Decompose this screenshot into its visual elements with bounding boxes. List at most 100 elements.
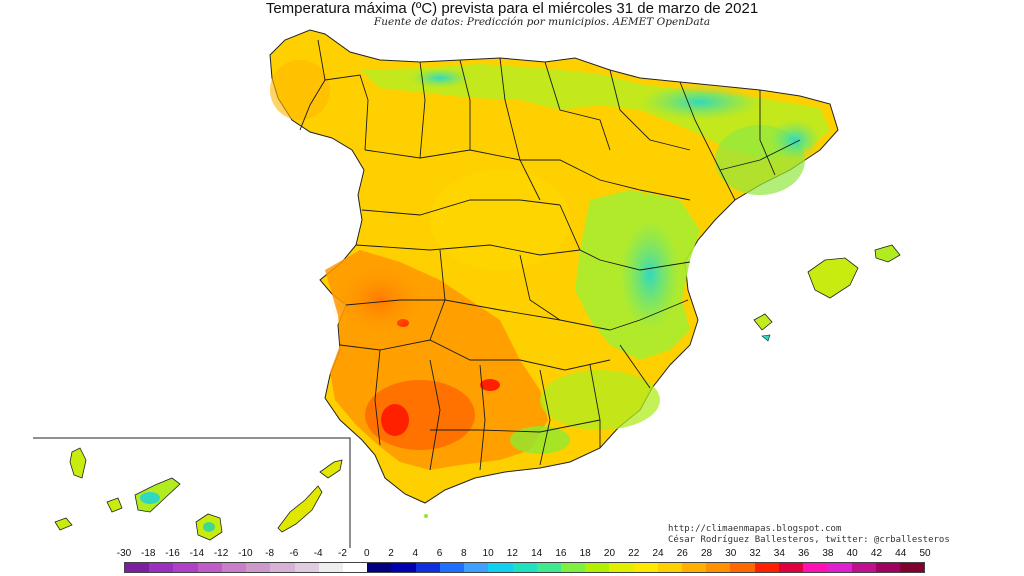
legend-label: 12 [506,548,518,559]
gran-canaria-green [203,522,215,532]
legend-swatch [367,563,392,572]
fuerteventura [277,485,323,533]
ibiza [753,313,773,331]
legend-swatch [439,563,465,572]
hot-spot-sevilla [381,404,409,436]
legend-swatch [900,563,925,572]
central-yellow-zone [430,170,570,270]
credits: http://climaenmapas.blogspot.com César R… [668,524,950,546]
map-title: Temperatura máxima (ºC) prevista para el… [265,0,759,17]
catalonia-cyan-zone [770,120,820,160]
lanzarote [319,459,343,479]
legend-swatch [488,563,513,572]
province-borders [299,39,801,471]
border-line [355,244,581,256]
legend-swatch [318,563,343,572]
balearic-islands [753,244,901,342]
border-line [364,149,521,161]
el-hierro [54,517,73,531]
legend-label: 22 [628,548,640,559]
peninsula [269,29,839,504]
legend-label: 6 [436,548,443,559]
south-east-green-zone [540,370,660,430]
la-palma [69,447,87,479]
legend-swatch [778,563,804,572]
legend-label: 20 [603,548,616,559]
legend-swatch [633,563,658,572]
legend-swatch [851,563,876,572]
legend-swatch [125,563,150,572]
legend-swatch [464,563,489,572]
legend-label: -10 [238,548,253,559]
legend-label: 44 [895,548,907,559]
legend-label: 36 [798,548,810,559]
legend-swatch [682,563,707,572]
legend-label: 10 [482,548,494,559]
legend-swatch [342,563,368,572]
legend-label: -4 [313,548,323,559]
legend-label: -12 [213,548,229,559]
legend-swatch [512,563,537,572]
color-legend: -30 -18 -16 -14 -12 -10 -8 -6 -4 -2 0 2 4 6 8 10 12 14 16 1… [0,548,1024,576]
iberian-cyan-zone [620,220,680,330]
border-line [430,419,601,433]
sierra-nevada-green [510,426,570,454]
credits-url: http://climaenmapas.blogspot.com [668,524,842,534]
legend-swatch [609,563,634,572]
border-line [345,299,611,331]
legend-swatch [391,563,416,572]
legend-swatch [657,563,683,572]
legend-swatch [585,563,610,572]
legend-label: 4 [412,548,419,559]
legend-swatch [706,563,731,572]
legend-bar [124,562,925,573]
legend-swatch [246,563,271,572]
legend-label: -8 [265,548,275,559]
legend-swatch [754,563,779,572]
temperature-map [33,29,901,548]
legend-swatch [875,563,900,572]
border-line [429,359,441,471]
border-line [520,159,691,201]
legend-swatch [294,563,319,572]
legend-label: 34 [773,548,785,559]
formentera [761,334,771,342]
border-line [609,299,689,331]
legend-label: 40 [846,548,858,559]
legend-swatch [221,563,247,572]
legend-swatch [149,563,174,572]
teide-cyan-zone [140,492,160,504]
border-line [419,61,426,159]
border-line [459,59,471,150]
border-line [619,344,651,389]
legend-label: 28 [700,548,713,559]
border-line [479,364,486,471]
legend-label: -14 [189,548,205,559]
border-line [519,254,561,321]
legend-label: 18 [579,548,591,559]
pyrenees-cyan-zone [640,84,760,120]
border-line [539,369,551,466]
credits-author: César Rodríguez Ballesteros, twitter: @c… [668,535,950,545]
menorca [874,244,901,263]
legend-label: -6 [289,548,299,559]
legend-swatch [270,563,295,572]
legend-swatch [415,563,440,572]
legend-labels: -30 -18 -16 -14 -12 -10 -8 -6 -4 -2 0 2 4 6 8 10 12 14 16 1… [0,548,1024,560]
legend-label: 24 [652,548,664,559]
cantabrian-cool-zone [360,64,830,160]
legend-label: -2 [338,548,347,559]
extremadura-orange [330,260,430,340]
border-line [599,259,691,271]
legend-label: -16 [165,548,180,559]
la-gomera [106,497,123,513]
legend-label: 8 [461,548,467,559]
legend-swatch [536,563,561,572]
legend-swatch [730,563,755,572]
ceuta-mark [424,514,428,518]
legend-label: 14 [531,548,543,559]
hot-spot-cordoba [480,379,500,391]
border-line [719,139,801,171]
legend-label: 26 [676,548,688,559]
legend-label: 16 [555,548,567,559]
